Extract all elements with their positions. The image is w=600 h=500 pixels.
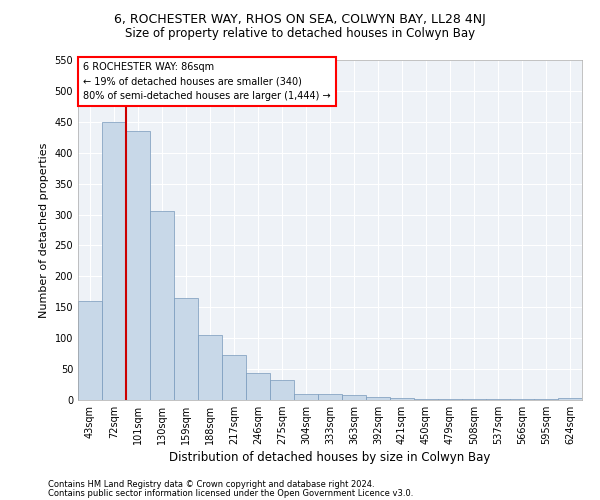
Bar: [102, 122, 126, 400]
Y-axis label: Number of detached properties: Number of detached properties: [39, 142, 49, 318]
X-axis label: Distribution of detached houses by size in Colwyn Bay: Distribution of detached houses by size …: [169, 452, 491, 464]
Text: Contains HM Land Registry data © Crown copyright and database right 2024.: Contains HM Land Registry data © Crown c…: [48, 480, 374, 489]
Bar: [150, 212, 174, 400]
Bar: [390, 398, 414, 400]
Text: Size of property relative to detached houses in Colwyn Bay: Size of property relative to detached ho…: [125, 28, 475, 40]
Text: 6, ROCHESTER WAY, RHOS ON SEA, COLWYN BAY, LL28 4NJ: 6, ROCHESTER WAY, RHOS ON SEA, COLWYN BA…: [114, 12, 486, 26]
Bar: [174, 298, 198, 400]
Bar: [126, 131, 150, 400]
Bar: [366, 397, 390, 400]
Bar: [246, 373, 270, 400]
Text: 6 ROCHESTER WAY: 86sqm
← 19% of detached houses are smaller (340)
80% of semi-de: 6 ROCHESTER WAY: 86sqm ← 19% of detached…: [83, 62, 331, 102]
Text: Contains public sector information licensed under the Open Government Licence v3: Contains public sector information licen…: [48, 488, 413, 498]
Bar: [198, 335, 222, 400]
Bar: [78, 301, 102, 400]
Bar: [342, 395, 366, 400]
Bar: [414, 399, 438, 400]
Bar: [294, 394, 318, 400]
Bar: [270, 380, 294, 400]
Bar: [318, 394, 342, 400]
Bar: [222, 355, 246, 400]
Bar: [558, 398, 582, 400]
